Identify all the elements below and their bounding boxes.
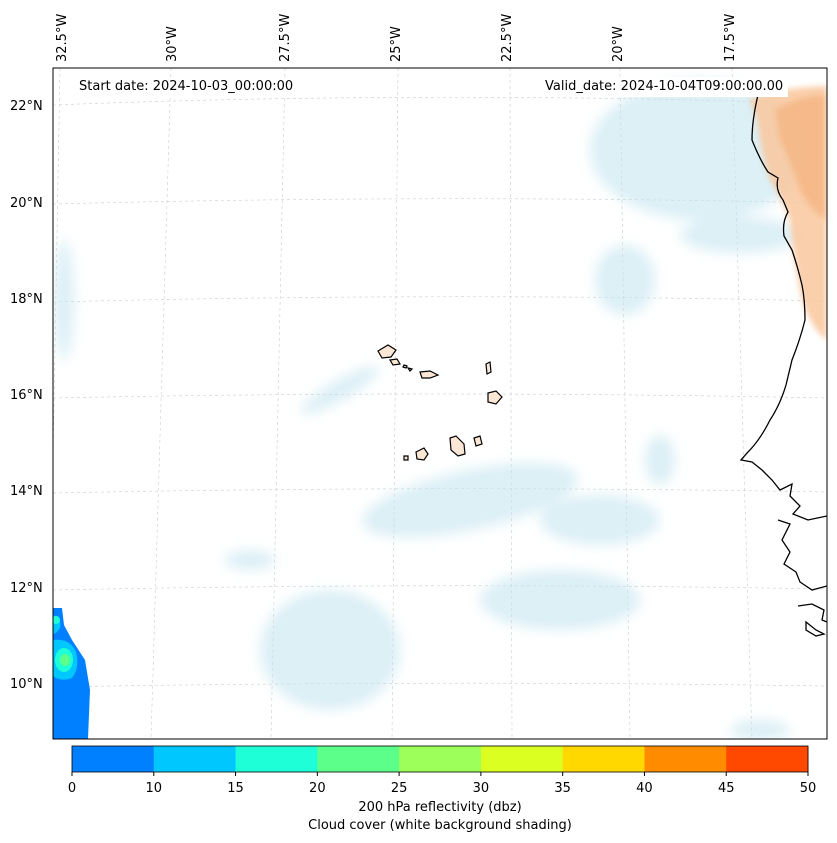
lon-label: 20°W: [611, 26, 626, 62]
lat-label: 10°N: [10, 677, 43, 692]
lon-label: 17.5°W: [723, 14, 738, 62]
colorbar-tick-label: 35: [554, 781, 571, 796]
colorbar-subtitle: Cloud cover (white background shading): [308, 818, 572, 833]
colorbar-frame: [71, 745, 809, 773]
colorbar-tick-label: 10: [146, 781, 163, 796]
lon-label: 22.5°W: [500, 14, 515, 62]
colorbar-tick-label: 40: [636, 781, 653, 796]
longitude-labels: 32.5°W 30°W 27.5°W 25°W 22.5°W 20°W 17.5…: [55, 14, 738, 62]
colorbar-segment: [235, 746, 318, 772]
lat-label: 14°N: [10, 484, 43, 499]
colorbar-tick-label: 20: [309, 781, 326, 796]
colorbar-tick-label: 45: [718, 781, 735, 796]
cloud-cover-shading: [54, 80, 810, 739]
land-shading: [750, 86, 827, 340]
lat-label: 22°N: [10, 99, 43, 114]
lat-label: 12°N: [10, 581, 43, 596]
colorbar-tick-label: 15: [227, 781, 244, 796]
colorbar-tick-label: 25: [391, 781, 408, 796]
colorbar-segment: [562, 746, 645, 772]
lat-label: 20°N: [10, 196, 43, 211]
colorbar-segment: [644, 746, 727, 772]
colorbar-segment: [726, 746, 809, 772]
colorbar-tick-label: 0: [68, 781, 76, 796]
colorbar-segment: [72, 746, 155, 772]
colorbar: 0 10 15 20 25 30 35 40 45 50: [68, 745, 817, 796]
valid-date-label: Valid_date: 2024-10-04T09:00:00.00: [540, 77, 789, 97]
colorbar-segment: [480, 746, 564, 772]
colorbar-tick-label: 30: [473, 781, 490, 796]
lat-label: 16°N: [10, 388, 43, 403]
colorbar-segment: [399, 746, 482, 772]
colorbar-segment: [153, 746, 237, 772]
reflectivity-cell: [53, 608, 90, 739]
lon-label: 25°W: [389, 26, 404, 62]
lat-label: 18°N: [10, 292, 43, 307]
lon-label: 30°W: [165, 26, 180, 62]
colorbar-title: 200 hPa reflectivity (dbz): [358, 800, 522, 815]
start-date-label: Start date: 2024-10-03_00:00:00: [74, 77, 299, 97]
map-frame: [52, 67, 828, 740]
latitude-labels: 22°N 20°N 18°N 16°N 14°N 12°N 10°N: [10, 99, 43, 692]
lon-label: 32.5°W: [55, 14, 70, 62]
cape-verde-islands: [377, 344, 503, 461]
coastline: [739, 94, 827, 637]
colorbar-tick-label: 50: [800, 781, 817, 796]
colorbar-segment: [317, 746, 400, 772]
lon-label: 27.5°W: [278, 14, 293, 62]
